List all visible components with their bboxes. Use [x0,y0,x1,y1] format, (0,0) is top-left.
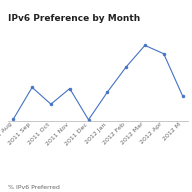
Text: IPv6 Preference by Month: IPv6 Preference by Month [8,14,140,23]
Text: % IPv6 Preferred: % IPv6 Preferred [8,185,60,190]
